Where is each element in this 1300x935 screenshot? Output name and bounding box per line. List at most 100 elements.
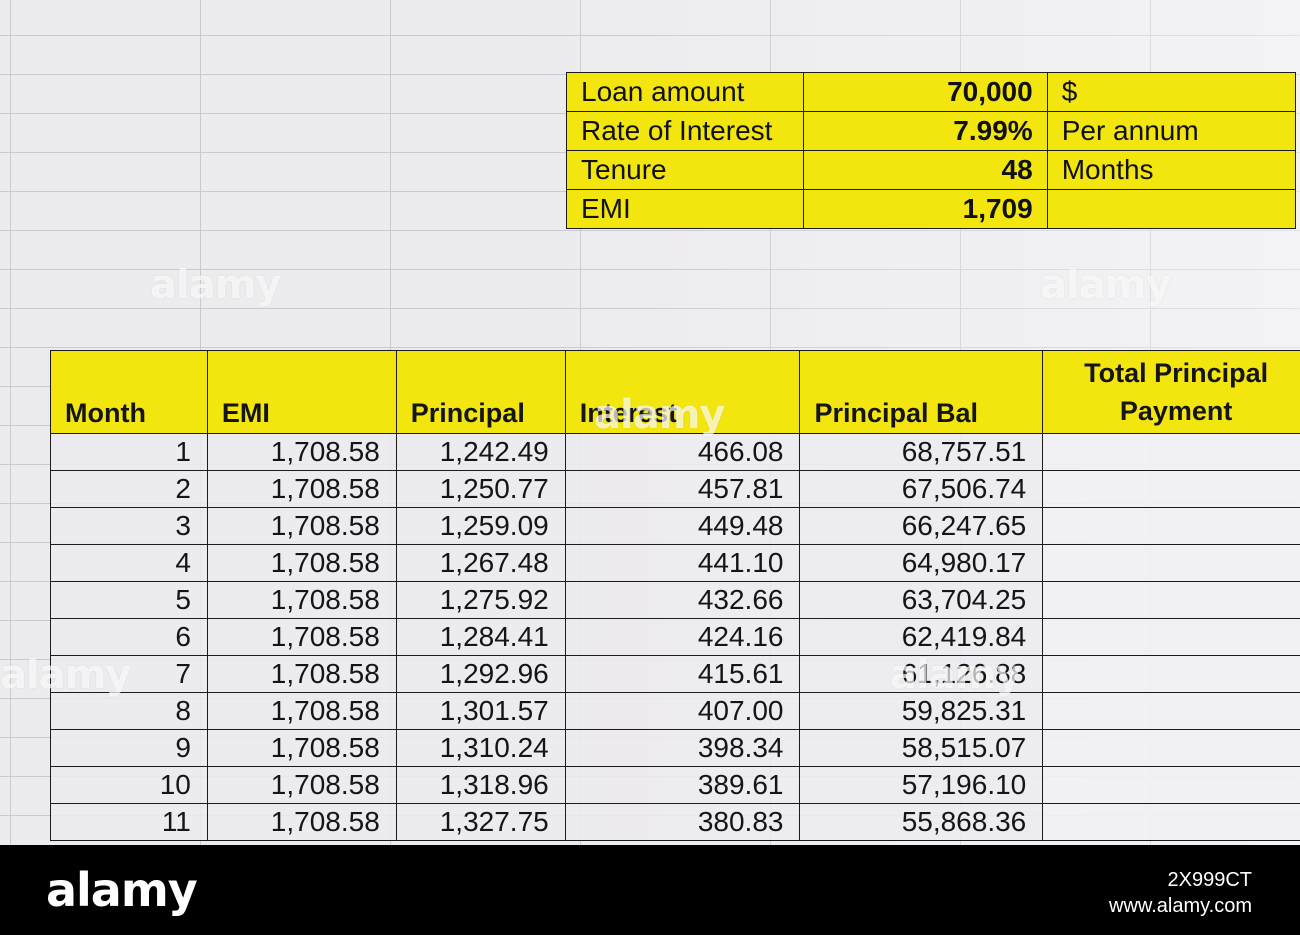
cell-interest[interactable]: 457.81	[564, 470, 801, 508]
summary-value[interactable]: 70,000	[802, 72, 1048, 112]
summary-value[interactable]: 7.99%	[802, 111, 1048, 151]
summary-unit[interactable]: Per annum	[1046, 111, 1297, 151]
header-total-principal-payment[interactable]: Total Principal Payment	[1042, 350, 1300, 434]
summary-label[interactable]: Tenure	[566, 150, 804, 190]
cell-principal[interactable]: 1,318.96	[395, 766, 566, 804]
amortization-table: Month EMI Principal Interest Principal B…	[50, 350, 1300, 841]
table-row: 7 1,708.58 1,292.96 415.61 61,126.88	[50, 655, 1300, 693]
cell-month[interactable]: 2	[50, 470, 208, 508]
cell-interest[interactable]: 380.83	[564, 803, 801, 841]
cell-principal-bal[interactable]: 64,980.17	[799, 544, 1044, 582]
cell-total-principal-payment[interactable]	[1042, 766, 1300, 804]
header-month[interactable]: Month	[50, 350, 208, 434]
cell-principal-bal[interactable]: 58,515.07	[799, 729, 1044, 767]
watermark-right: alamy	[1040, 262, 1171, 308]
header-emi[interactable]: EMI	[206, 350, 397, 434]
cell-principal-bal[interactable]: 61,126.88	[799, 655, 1044, 693]
table-row: 4 1,708.58 1,267.48 441.10 64,980.17	[50, 544, 1300, 582]
cell-month[interactable]: 1	[50, 433, 208, 471]
watermark-center: alamy	[594, 392, 725, 438]
cell-total-principal-payment[interactable]	[1042, 470, 1300, 508]
table-row: 2 1,708.58 1,250.77 457.81 67,506.74	[50, 470, 1300, 508]
cell-interest[interactable]: 407.00	[564, 692, 801, 730]
cell-principal-bal[interactable]: 63,704.25	[799, 581, 1044, 619]
cell-emi[interactable]: 1,708.58	[206, 803, 397, 841]
cell-total-principal-payment[interactable]	[1042, 544, 1300, 582]
cell-emi[interactable]: 1,708.58	[206, 544, 397, 582]
cell-emi[interactable]: 1,708.58	[206, 618, 397, 656]
loan-summary-table: Loan amount 70,000 $ Rate of Interest 7.99% P…	[566, 72, 1297, 229]
cell-total-principal-payment[interactable]	[1042, 618, 1300, 656]
summary-label[interactable]: Rate of Interest	[566, 111, 804, 151]
cell-interest[interactable]: 432.66	[564, 581, 801, 619]
summary-row: EMI 1,709	[566, 189, 1297, 229]
cell-principal[interactable]: 1,267.48	[395, 544, 566, 582]
cell-principal[interactable]: 1,284.41	[395, 618, 566, 656]
table-row: 6 1,708.58 1,284.41 424.16 62,419.84	[50, 618, 1300, 656]
summary-row: Loan amount 70,000 $	[566, 72, 1297, 112]
cell-principal[interactable]: 1,327.75	[395, 803, 566, 841]
cell-interest[interactable]: 449.48	[564, 507, 801, 545]
cell-principal[interactable]: 1,242.49	[395, 433, 566, 471]
cell-month[interactable]: 5	[50, 581, 208, 619]
summary-label[interactable]: Loan amount	[566, 72, 804, 112]
cell-emi[interactable]: 1,708.58	[206, 433, 397, 471]
cell-emi[interactable]: 1,708.58	[206, 766, 397, 804]
cell-total-principal-payment[interactable]	[1042, 581, 1300, 619]
cell-emi[interactable]: 1,708.58	[206, 581, 397, 619]
cell-principal-bal[interactable]: 59,825.31	[799, 692, 1044, 730]
cell-month[interactable]: 8	[50, 692, 208, 730]
cell-month[interactable]: 11	[50, 803, 208, 841]
cell-total-principal-payment[interactable]	[1042, 433, 1300, 471]
header-interest[interactable]: Interest	[564, 350, 801, 434]
cell-principal-bal[interactable]: 66,247.65	[799, 507, 1044, 545]
cell-month[interactable]: 4	[50, 544, 208, 582]
table-row: 8 1,708.58 1,301.57 407.00 59,825.31	[50, 692, 1300, 730]
cell-interest[interactable]: 441.10	[564, 544, 801, 582]
cell-emi[interactable]: 1,708.58	[206, 470, 397, 508]
summary-label[interactable]: EMI	[566, 189, 804, 229]
watermark-footer: alamy 2X999CT www.alamy.com	[0, 845, 1300, 935]
cell-principal-bal[interactable]: 57,196.10	[799, 766, 1044, 804]
cell-principal[interactable]: 1,259.09	[395, 507, 566, 545]
header-principal-bal[interactable]: Principal Bal	[799, 350, 1044, 434]
cell-interest[interactable]: 424.16	[564, 618, 801, 656]
cell-interest[interactable]: 415.61	[564, 655, 801, 693]
cell-month[interactable]: 3	[50, 507, 208, 545]
cell-principal-bal[interactable]: 67,506.74	[799, 470, 1044, 508]
cell-total-principal-payment[interactable]	[1042, 803, 1300, 841]
cell-interest[interactable]: 389.61	[564, 766, 801, 804]
watermark-mid-left: alamy	[0, 652, 131, 698]
cell-month[interactable]: 7	[50, 655, 208, 693]
cell-month[interactable]: 6	[50, 618, 208, 656]
cell-month[interactable]: 10	[50, 766, 208, 804]
cell-principal[interactable]: 1,310.24	[395, 729, 566, 767]
header-principal[interactable]: Principal	[395, 350, 566, 434]
summary-unit[interactable]: Months	[1046, 150, 1297, 190]
cell-total-principal-payment[interactable]	[1042, 507, 1300, 545]
site-url: www.alamy.com	[1109, 895, 1252, 917]
cell-month[interactable]: 9	[50, 729, 208, 767]
cell-principal[interactable]: 1,250.77	[395, 470, 566, 508]
cell-principal-bal[interactable]: 62,419.84	[799, 618, 1044, 656]
cell-emi[interactable]: 1,708.58	[206, 729, 397, 767]
cell-principal[interactable]: 1,292.96	[395, 655, 566, 693]
cell-total-principal-payment[interactable]	[1042, 692, 1300, 730]
summary-value[interactable]: 1,709	[802, 189, 1048, 229]
summary-unit[interactable]: $	[1046, 72, 1297, 112]
cell-principal-bal[interactable]: 68,757.51	[799, 433, 1044, 471]
cell-interest[interactable]: 398.34	[564, 729, 801, 767]
cell-emi[interactable]: 1,708.58	[206, 507, 397, 545]
cell-principal[interactable]: 1,275.92	[395, 581, 566, 619]
cell-emi[interactable]: 1,708.58	[206, 655, 397, 693]
summary-value[interactable]: 48	[802, 150, 1048, 190]
cell-principal[interactable]: 1,301.57	[395, 692, 566, 730]
cell-total-principal-payment[interactable]	[1042, 729, 1300, 767]
summary-row: Rate of Interest 7.99% Per annum	[566, 111, 1297, 151]
summary-unit[interactable]	[1046, 189, 1297, 229]
cell-total-principal-payment[interactable]	[1042, 655, 1300, 693]
cell-emi[interactable]: 1,708.58	[206, 692, 397, 730]
cell-interest[interactable]: 466.08	[564, 433, 801, 471]
table-row: 3 1,708.58 1,259.09 449.48 66,247.65	[50, 507, 1300, 545]
cell-principal-bal[interactable]: 55,868.36	[799, 803, 1044, 841]
